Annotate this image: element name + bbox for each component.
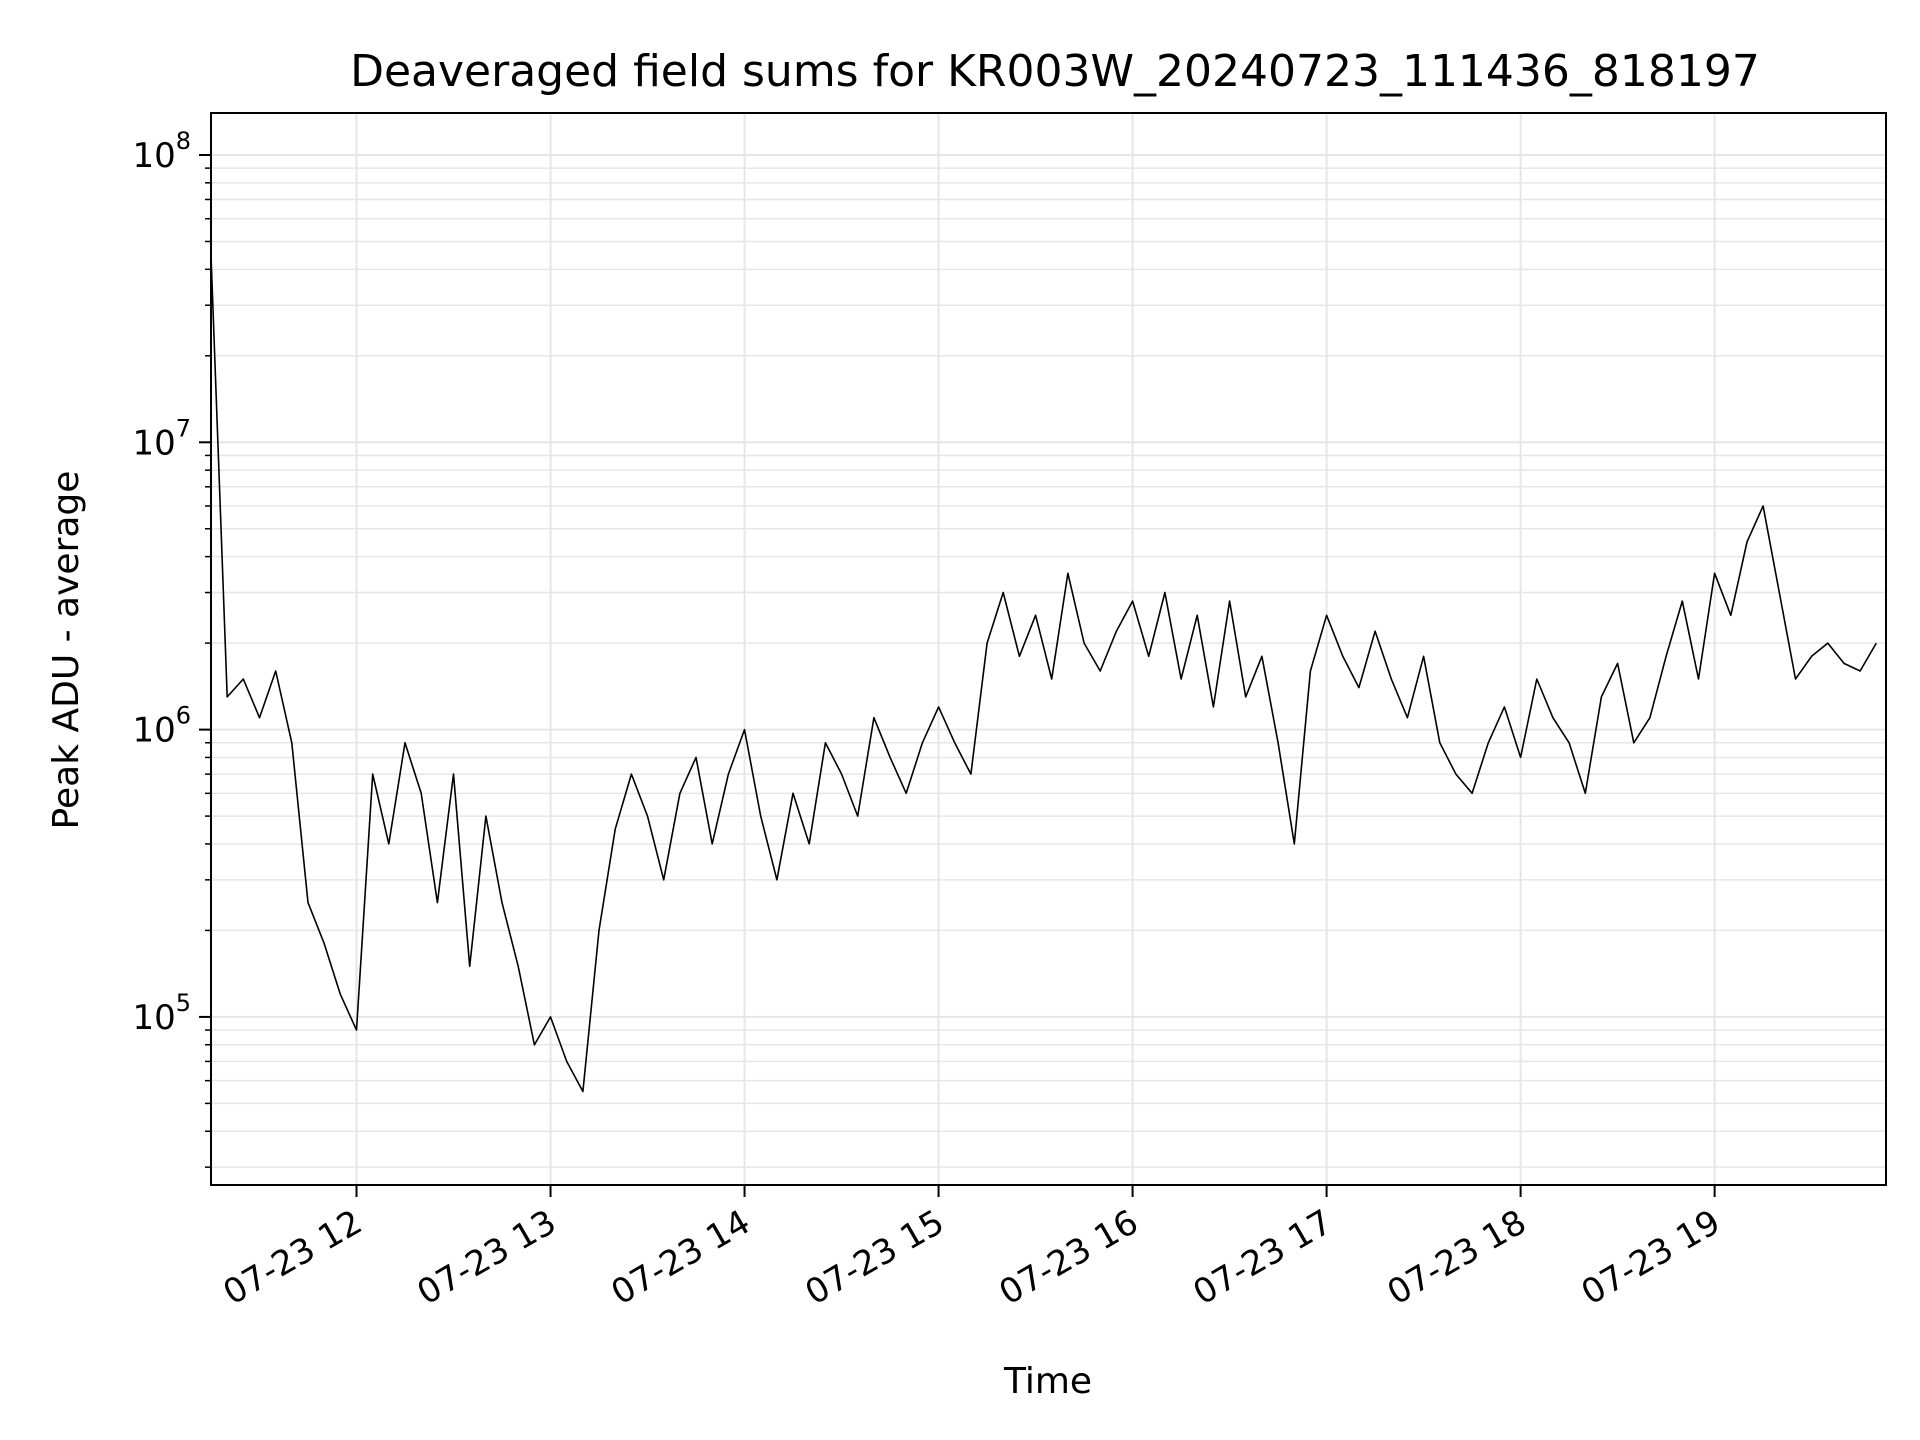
y-tick-label: 107 [132, 414, 191, 463]
x-tick-label: 07-23 14 [605, 1202, 757, 1313]
x-tick-label: 07-23 19 [1575, 1202, 1727, 1313]
y-axis-label: Peak ADU - average [46, 471, 87, 830]
y-axis: 105 106 107 108 [132, 127, 211, 1168]
plot-area-frame [210, 112, 1887, 1186]
x-tick-label: 07-23 15 [799, 1202, 951, 1313]
grid-lines [211, 113, 1886, 1185]
x-tick-label: 07-23 12 [217, 1202, 369, 1313]
series-layer [210, 254, 1877, 1093]
x-tick-label: 07-23 13 [411, 1202, 563, 1313]
series-line [210, 254, 1877, 1093]
x-axis: 07-23 12 07-23 13 07-23 14 07-23 15 07-23 16… [217, 1185, 1727, 1313]
x-tick-label: 07-23 16 [993, 1202, 1145, 1313]
x-axis-label: Time [1003, 1361, 1092, 1402]
y-tick-label: 108 [132, 127, 191, 176]
y-tick-label: 106 [132, 702, 191, 751]
chart-title: Deaveraged field sums for KR003W_2024072… [350, 46, 1760, 97]
x-tick-label: 07-23 18 [1381, 1202, 1533, 1313]
x-tick-label: 07-23 17 [1187, 1202, 1339, 1313]
y-tick-label: 105 [132, 989, 191, 1038]
